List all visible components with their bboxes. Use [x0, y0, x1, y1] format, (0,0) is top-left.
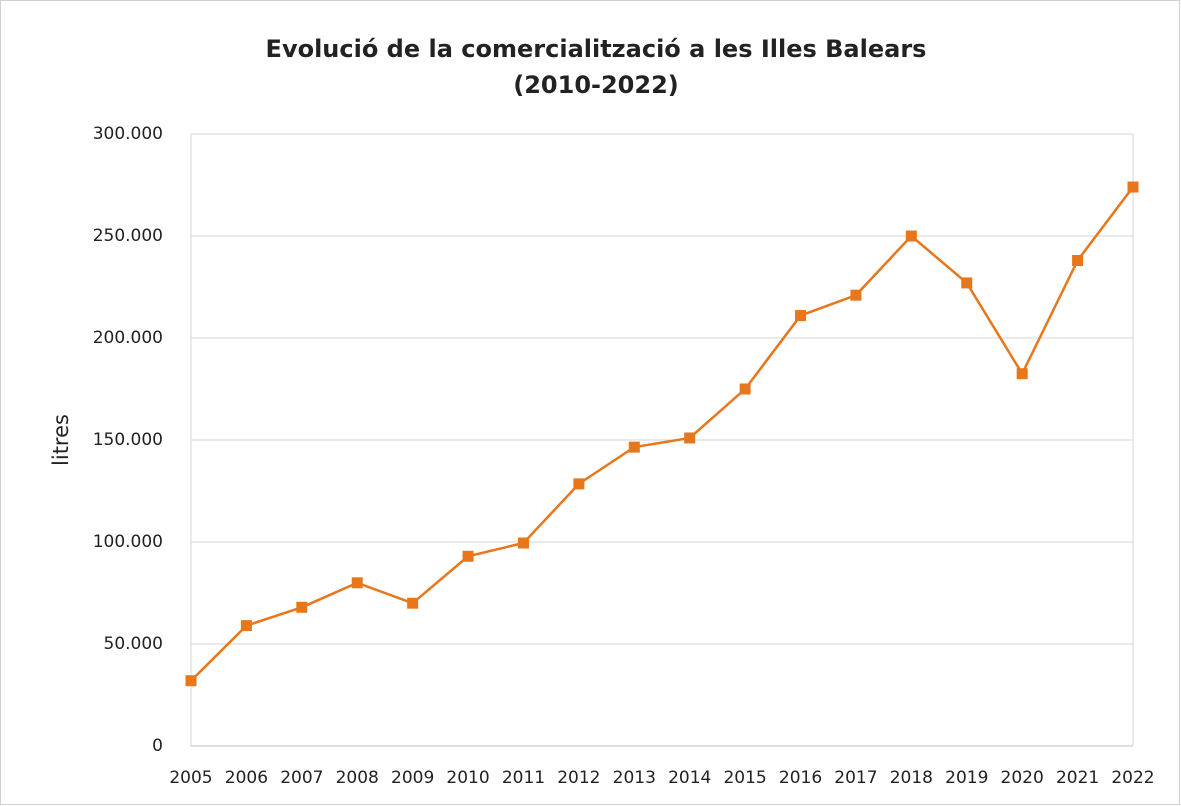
point-marker [407, 597, 419, 609]
x-tick-label: 2016 [779, 768, 822, 788]
y-axis-label: litres [49, 414, 73, 466]
y-tick-label: 100.000 [93, 532, 163, 552]
y-tick-label: 300.000 [93, 124, 163, 144]
point-marker [850, 289, 862, 301]
x-tick-label: 2018 [890, 768, 933, 788]
x-tick-label: 2008 [336, 768, 379, 788]
x-tick-label: 2014 [668, 768, 711, 788]
point-marker [739, 383, 751, 395]
x-tick-label: 2009 [391, 768, 434, 788]
point-marker [961, 277, 973, 289]
point-marker [1072, 254, 1084, 266]
x-tick-label: 2006 [225, 768, 268, 788]
x-tick-label: 2015 [723, 768, 766, 788]
y-tick-label: 200.000 [93, 328, 163, 348]
chart-subtitle: (2010-2022) [513, 71, 679, 99]
y-tick-label: 250.000 [93, 226, 163, 246]
point-marker [185, 675, 197, 687]
y-tick-label: 150.000 [93, 430, 163, 450]
point-marker [240, 620, 252, 632]
x-tick-label: 2007 [280, 768, 323, 788]
x-tick-label: 2017 [834, 768, 877, 788]
point-marker [795, 310, 807, 322]
point-marker [573, 478, 585, 490]
x-tick-label: 2012 [557, 768, 600, 788]
point-marker [1127, 181, 1139, 193]
point-marker [1016, 368, 1028, 380]
x-tick-label: 2013 [613, 768, 656, 788]
series-line [190, 186, 1134, 682]
point-marker [296, 601, 308, 613]
point-marker [351, 577, 363, 589]
point-marker [905, 230, 917, 242]
y-tick-label: 0 [152, 736, 163, 756]
point-marker [684, 432, 696, 444]
y-tick-label: 50.000 [104, 634, 163, 654]
x-tick-label: 2005 [169, 768, 212, 788]
x-tick-label: 2010 [446, 768, 489, 788]
x-tick-label: 2020 [1001, 768, 1044, 788]
chart-title: Evolució de la comercialització a les Il… [266, 35, 927, 63]
point-marker [462, 550, 474, 562]
x-tick-label: 2022 [1111, 768, 1154, 788]
x-tick-label: 2011 [502, 768, 545, 788]
point-marker [628, 441, 640, 453]
x-tick-label: 2019 [945, 768, 988, 788]
point-marker [517, 537, 529, 549]
x-tick-label: 2021 [1056, 768, 1099, 788]
